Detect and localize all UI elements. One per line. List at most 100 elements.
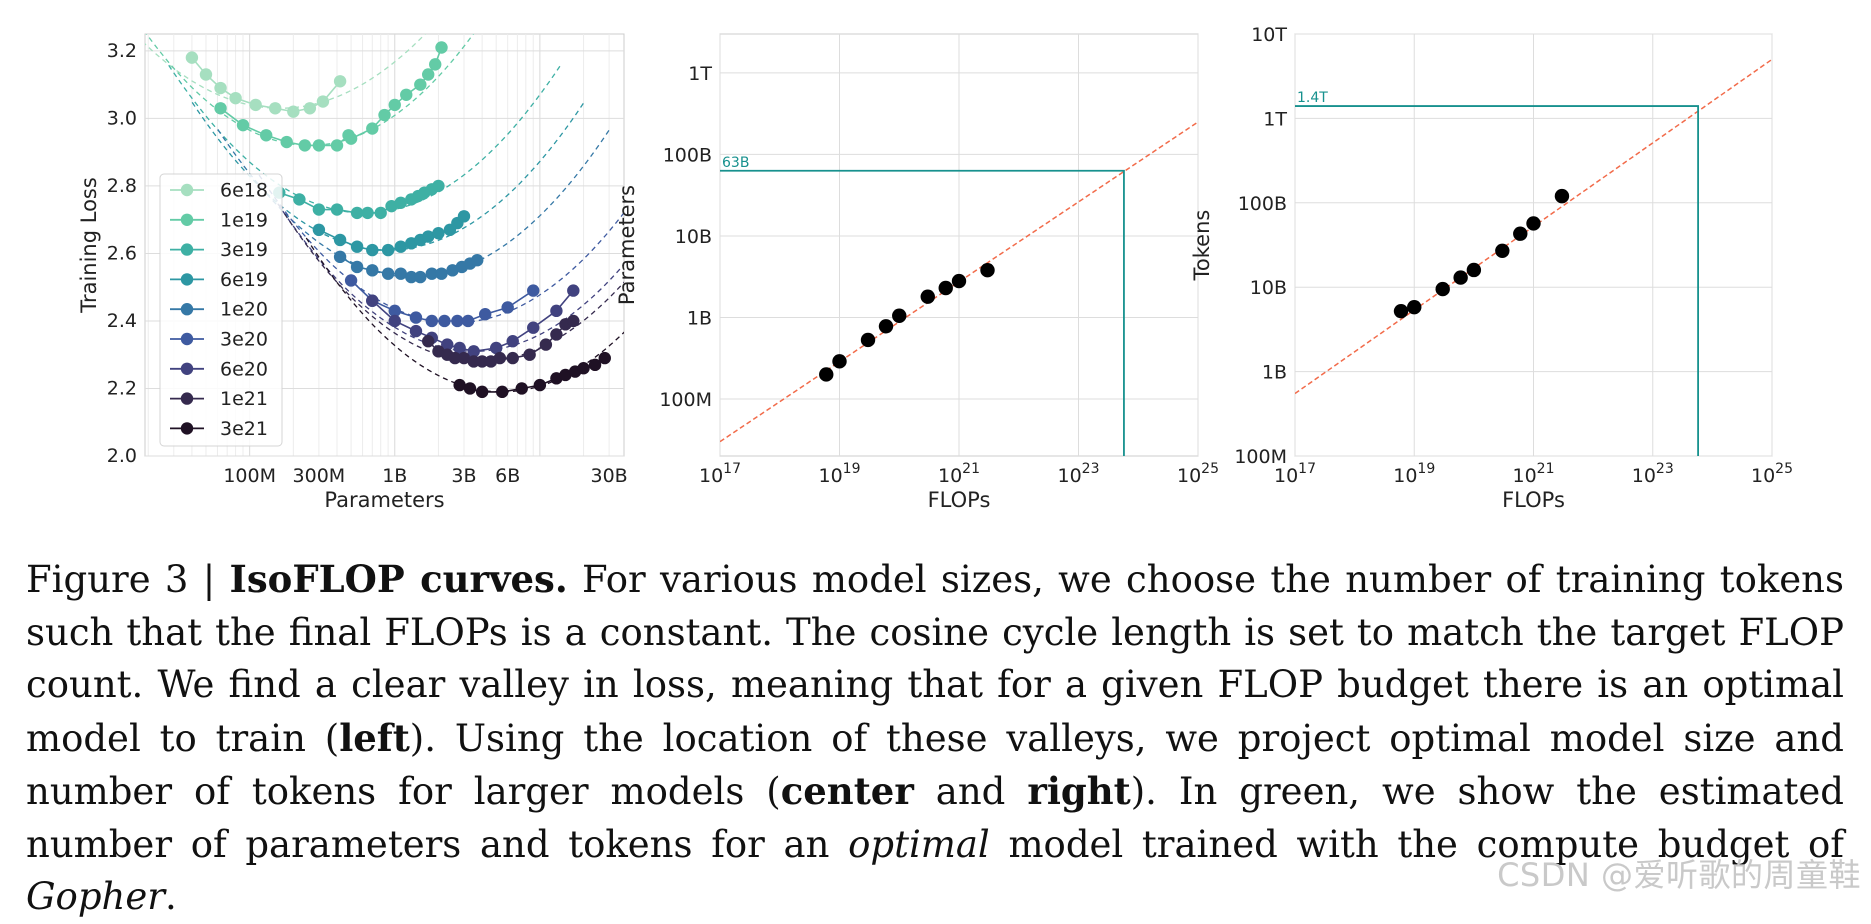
legend-label-3e19: 3e19 — [220, 239, 268, 261]
isoflop-point-6e20 — [467, 345, 480, 358]
isoflop-point-6e19 — [381, 243, 395, 257]
isoflop-point-1e19 — [236, 118, 250, 132]
params-point — [819, 367, 834, 382]
tokens-ytick-label: 100B — [1238, 193, 1287, 215]
isoflop-point-3e20 — [344, 274, 358, 287]
params-ytick-label: 1B — [687, 307, 712, 329]
tokens-xtick-label: 1021 — [1512, 461, 1554, 487]
isoflop-point-3e21 — [533, 378, 547, 392]
isoflop-point-6e19 — [422, 230, 435, 243]
isoflop-point-1e20 — [471, 253, 484, 267]
isoflop-point-6e19 — [366, 243, 379, 257]
isoflop-point-6e20 — [550, 304, 563, 318]
isoflop-point-6e20 — [506, 335, 519, 348]
caption-bold-center: center — [780, 769, 914, 813]
isoflop-point-1e21 — [493, 351, 507, 365]
isoflop-point-3e19 — [374, 206, 387, 220]
tokens-xtick-label: 1025 — [1751, 461, 1793, 487]
params-ytick-label: 10B — [675, 226, 712, 248]
isoflop-point-1e21 — [448, 351, 462, 365]
isoflop-point-3e20 — [388, 304, 401, 318]
caption-text-6: . — [164, 875, 177, 918]
caption-text-2: ). Using the location of these valleys, … — [26, 716, 1844, 814]
caption-text-1: For various model sizes, we choose the n… — [26, 558, 1844, 760]
tokens-ytick-label: 10T — [1251, 24, 1287, 46]
legend-label-6e20: 6e20 — [220, 358, 268, 380]
tokens-point — [1393, 303, 1409, 319]
tokens-plot-group — [1295, 58, 1772, 456]
params-ytick-label: 100M — [659, 389, 712, 411]
isoflop-point-1e19 — [344, 132, 358, 145]
tokens-point — [1435, 281, 1450, 297]
legend-swatch-marker-6e19 — [180, 273, 194, 286]
legend-swatch-marker-1e20 — [180, 303, 194, 316]
isoflop-point-6e18 — [287, 105, 300, 118]
caption-italic-gopher: Gopher — [26, 875, 165, 918]
isoflop-point-3e20 — [425, 314, 439, 328]
isoflop-ytick-label: 2.0 — [107, 445, 137, 467]
isoflop-point-1e21 — [550, 328, 563, 341]
caption-text-5: model trained with the compute budget of — [989, 822, 1845, 866]
isoflop-point-3e20 — [527, 284, 540, 297]
isoflop-point-6e19 — [432, 226, 445, 240]
isoflop-point-6e18 — [303, 102, 317, 115]
isoflop-point-1e19 — [414, 78, 427, 91]
isoflop-point-6e20 — [453, 341, 466, 355]
isoflop-point-1e19 — [400, 88, 413, 101]
isoflop-point-1e20 — [366, 264, 379, 277]
tokens-ytick-label: 1T — [1263, 108, 1287, 130]
isoflop-point-3e20 — [501, 301, 514, 314]
isoflop-point-3e19 — [394, 196, 407, 209]
isoflop-point-3e19 — [293, 193, 306, 206]
isoflop-point-6e19 — [333, 233, 347, 247]
isoflop-point-6e19 — [350, 240, 364, 253]
params-point — [832, 354, 847, 369]
tokens-ylabel: Tokens — [1190, 210, 1214, 282]
isoflop-point-6e19 — [312, 223, 326, 237]
isoflop-ytick-label: 2.4 — [107, 310, 137, 332]
tokens-point — [1407, 299, 1422, 315]
params-xtick-label: 1025 — [1177, 461, 1219, 487]
isoflop-ytick-label: 2.2 — [107, 377, 137, 399]
legend-label-6e18: 6e18 — [220, 180, 268, 202]
params-point — [980, 263, 995, 278]
isoflop-point-6e18 — [249, 98, 262, 112]
isoflop-point-1e21 — [567, 314, 580, 328]
isoflop-point-1e19 — [378, 108, 391, 122]
isoflop-point-3e21 — [588, 358, 602, 372]
params-xtick-label: 1017 — [699, 461, 741, 487]
isoflop-point-6e20 — [567, 284, 580, 297]
params-plot-group — [720, 121, 1198, 456]
isoflop-point-6e20 — [366, 294, 379, 307]
params-ytick-label: 100B — [663, 144, 712, 166]
isoflop-point-1e19 — [422, 68, 435, 81]
isoflop-point-3e21 — [495, 385, 509, 399]
chart-params: 1017 1019 1021 1023 1025 100M 1B 10B 100B 1T FLOPs… — [615, 33, 1219, 512]
csdn-watermark: CSDN @爱听歌的周童鞋 — [1497, 856, 1861, 894]
isoflop-point-3e21 — [515, 382, 528, 395]
caption-prefix: Figure 3 | — [26, 558, 230, 601]
caption-italic-optimal: optimal — [848, 822, 990, 866]
isoflop-legend — [159, 173, 283, 447]
tokens-point — [1495, 243, 1510, 258]
isoflop-xtick-label: 1B — [382, 465, 407, 487]
tokens-point — [1526, 216, 1541, 231]
tokens-gopher-projection — [1295, 105, 1699, 456]
isoflop-point-3e21 — [598, 351, 611, 365]
chart-tokens: 1017 1019 1021 1023 1025 100M 1B 10B 100B 1T 10T FL… — [1190, 24, 1793, 512]
isoflop-point-3e19 — [350, 206, 364, 220]
figure-caption: Figure 3 | IsoFLOP curves. For various m… — [26, 553, 1844, 924]
isoflop-point-1e20 — [394, 267, 407, 280]
isoflop-point-6e19 — [394, 240, 407, 253]
caption-text-4: ). In green, we show the estimated numbe… — [26, 770, 1844, 866]
isoflop-point-3e21 — [577, 362, 590, 375]
isoflop-point-1e20 — [414, 270, 427, 284]
params-gopher-projection — [720, 169, 1125, 456]
isoflop-point-1e19 — [280, 135, 293, 149]
legend-swatch-marker-6e20 — [180, 362, 194, 375]
legend-swatch-marker-6e18 — [180, 183, 194, 197]
isoflop-point-6e18 — [185, 51, 199, 64]
isoflop-point-1e19 — [330, 139, 344, 152]
caption-bold-left: left — [339, 715, 410, 760]
isoflop-point-3e20 — [461, 314, 475, 328]
